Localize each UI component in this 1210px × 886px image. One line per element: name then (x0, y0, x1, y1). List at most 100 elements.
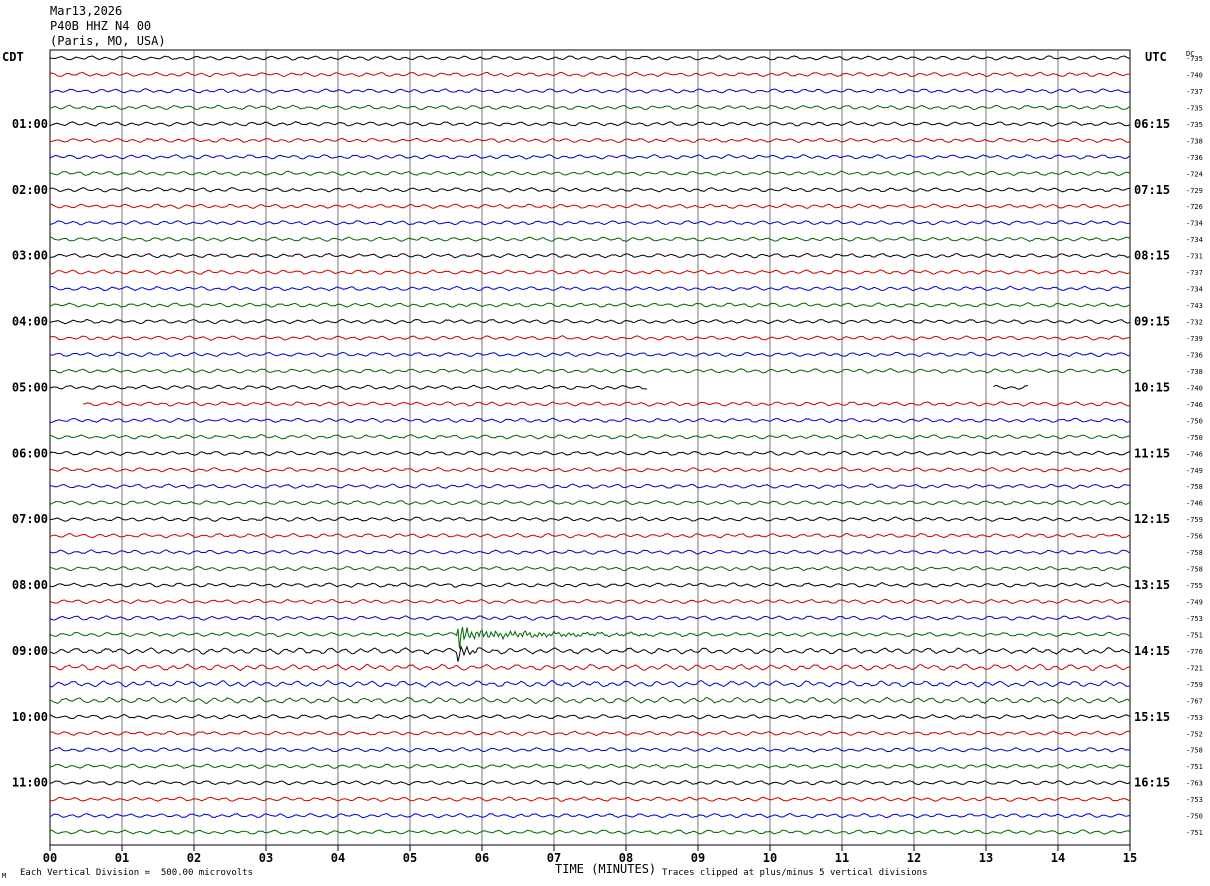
dc-offset-label: -758 (1186, 549, 1203, 557)
dc-label: DC (1186, 50, 1195, 58)
seismic-trace (49, 663, 1131, 672)
corner-mark: M (2, 872, 7, 880)
right-time-label: 10:15 (1134, 380, 1170, 394)
dc-offset-label: -729 (1186, 187, 1203, 195)
left-time-label: 05:00 (12, 380, 48, 394)
x-tick-label: 09 (691, 851, 705, 865)
dc-offset-label: -759 (1186, 681, 1203, 689)
right-time-label: 06:15 (1134, 117, 1170, 131)
dc-offset-label: -734 (1186, 286, 1203, 294)
right-time-label: 15:15 (1134, 710, 1170, 724)
seismic-trace (49, 417, 1131, 424)
dc-offset-label: -734 (1186, 220, 1203, 228)
dc-offset-label: -731 (1186, 253, 1203, 261)
dc-offset-label: -755 (1186, 582, 1203, 590)
seismic-trace (49, 170, 1131, 176)
right-time-label: 09:15 (1134, 315, 1170, 329)
seismic-trace (49, 763, 1131, 769)
dc-offset-label: -758 (1186, 566, 1203, 574)
dc-offset-label: -749 (1186, 467, 1203, 475)
seismic-trace (49, 499, 1131, 506)
x-tick-label: 10 (763, 851, 777, 865)
x-axis-title: TIME (MINUTES) (555, 862, 657, 876)
x-tick-label: 15 (1123, 851, 1137, 865)
seismic-trace (49, 680, 1131, 688)
left-time-label: 09:00 (12, 644, 48, 658)
seismic-trace (49, 747, 1131, 753)
x-tick-label: 11 (835, 851, 849, 865)
seismic-trace (49, 55, 1131, 61)
seismic-trace (49, 269, 1131, 275)
dc-offset-label: -750 (1186, 417, 1203, 425)
dc-offset-label: -749 (1186, 599, 1203, 607)
dc-offset-label: -750 (1186, 434, 1203, 442)
seismic-trace (49, 104, 1131, 111)
dc-offset-label: -751 (1186, 829, 1203, 837)
clip-note: Traces clipped at plus/minus 5 vertical … (662, 868, 928, 878)
left-time-label: 08:00 (12, 578, 48, 592)
dc-offset-label: -763 (1186, 780, 1203, 788)
seismic-trace (49, 236, 1131, 242)
dc-offset-label: -738 (1186, 137, 1203, 145)
x-tick-label: 12 (907, 851, 921, 865)
seismic-trace (49, 302, 1131, 308)
seismic-trace (49, 796, 1131, 802)
seismic-trace (49, 384, 648, 391)
scale-note: Each Vertical Division = 500.00 microvol… (20, 868, 253, 878)
left-time-label: 01:00 (12, 117, 48, 131)
dc-offset-label: -735 (1186, 121, 1203, 129)
dc-offset-label: -732 (1186, 319, 1203, 327)
right-time-label: 12:15 (1134, 512, 1170, 526)
seismic-trace (49, 450, 1131, 457)
x-tick-label: 05 (403, 851, 417, 865)
left-time-label: 04:00 (12, 315, 48, 329)
seismic-trace (49, 88, 1131, 94)
dc-offset-label: -759 (1186, 516, 1203, 524)
seismic-trace (49, 549, 1131, 555)
seismic-trace (49, 598, 1131, 605)
seismic-trace (49, 335, 1131, 341)
seismic-trace (49, 696, 1131, 705)
seismic-trace (82, 401, 1131, 407)
right-time-label: 08:15 (1134, 249, 1170, 263)
dc-offset-label: -740 (1186, 384, 1203, 392)
seismic-trace (49, 565, 1131, 572)
dc-offset-label: -752 (1186, 730, 1203, 738)
dc-offset-label: -736 (1186, 351, 1203, 359)
dc-offset-label: -735 (1186, 55, 1203, 63)
seismic-trace (993, 384, 1029, 390)
seismic-trace (49, 71, 1131, 78)
seismic-trace (49, 318, 1131, 325)
left-time-label: 11:00 (12, 776, 48, 790)
dc-offset-label: -750 (1186, 813, 1203, 821)
x-tick-label: 01 (115, 851, 129, 865)
dc-offset-label: -746 (1186, 450, 1203, 458)
x-tick-label: 13 (979, 851, 993, 865)
seismic-trace (49, 779, 1131, 786)
dc-offset-label: -751 (1186, 763, 1203, 771)
dc-offset-label: -746 (1186, 401, 1203, 409)
x-tick-label: 08 (619, 851, 633, 865)
right-time-label: 14:15 (1134, 644, 1170, 658)
seismic-trace (49, 434, 1131, 440)
x-tick-label: 04 (331, 851, 345, 865)
seismic-trace (49, 714, 1131, 720)
seismic-trace (49, 582, 1131, 588)
dc-offset-label: -735 (1186, 104, 1203, 112)
right-time-label: 11:15 (1134, 446, 1170, 460)
x-tick-label: 06 (475, 851, 489, 865)
dc-offset-label: -740 (1186, 71, 1203, 79)
seismic-trace (49, 121, 1131, 127)
dc-offset-label: -758 (1186, 483, 1203, 491)
right-time-label: 07:15 (1134, 183, 1170, 197)
seismic-trace (49, 812, 1131, 819)
dc-offset-label: -738 (1186, 368, 1203, 376)
dc-offset-label: -739 (1186, 335, 1203, 343)
left-time-label: 03:00 (12, 249, 48, 263)
right-time-label: 13:15 (1134, 578, 1170, 592)
x-tick-label: 00 (43, 851, 57, 865)
seismic-trace (49, 644, 1131, 662)
dc-offset-label: -737 (1186, 88, 1203, 96)
dc-offset-label: -753 (1186, 714, 1203, 722)
